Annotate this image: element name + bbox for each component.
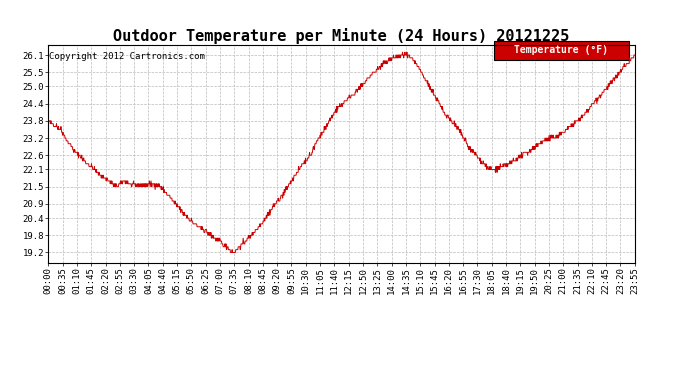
Title: Outdoor Temperature per Minute (24 Hours) 20121225: Outdoor Temperature per Minute (24 Hours…: [113, 28, 570, 44]
Text: Copyright 2012 Cartronics.com: Copyright 2012 Cartronics.com: [50, 51, 206, 60]
Text: Temperature (°F): Temperature (°F): [515, 45, 609, 56]
FancyBboxPatch shape: [494, 40, 629, 60]
